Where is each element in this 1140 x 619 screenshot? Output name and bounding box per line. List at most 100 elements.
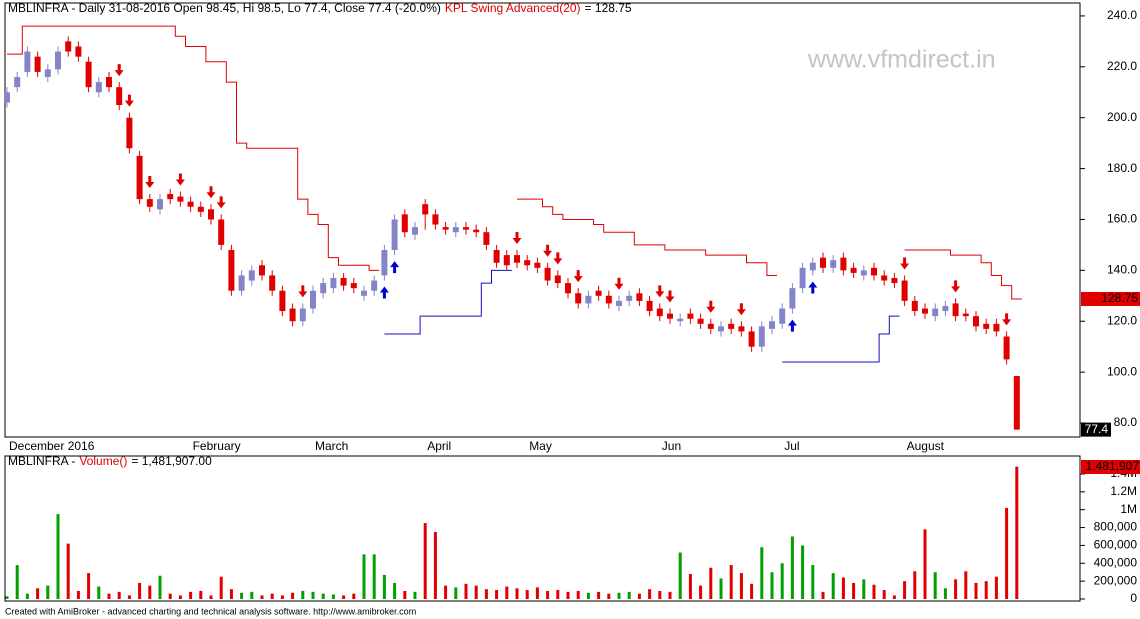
volume-bar	[719, 578, 723, 599]
volume-bar	[382, 574, 386, 599]
volume-bar	[199, 590, 203, 599]
volume-bar	[617, 592, 621, 599]
volume-title: MBLINFRA - Volume() = 1,481,907.00	[8, 454, 212, 468]
value-box-label: 77.4	[1085, 422, 1109, 436]
candle-body	[126, 117, 133, 149]
x-tick-label: April	[427, 439, 451, 453]
volume-bar	[342, 595, 346, 599]
x-tick-label: March	[315, 439, 348, 453]
buy-arrow	[390, 261, 400, 274]
x-tick-label: Jun	[662, 439, 681, 453]
volume-bar	[46, 585, 50, 599]
sell-arrow	[655, 285, 665, 298]
candle-body	[65, 41, 72, 52]
volume-bar	[678, 552, 682, 599]
volume-bar	[372, 554, 376, 599]
swing-line	[7, 25, 1022, 300]
value-box	[1081, 291, 1140, 306]
sell-arrow	[512, 232, 522, 245]
candle-body	[269, 275, 276, 291]
chart-title: MBLINFRA - Daily 31-08-2016 Open 98.45, …	[8, 1, 632, 15]
volume-bar	[362, 554, 366, 599]
candle-body	[340, 277, 347, 286]
y-tick-label: 220.0	[1107, 59, 1137, 73]
volume-bar	[658, 590, 662, 599]
candle-body	[146, 199, 153, 207]
candle-body	[259, 265, 265, 276]
sell-arrow	[573, 270, 583, 283]
candle-body	[779, 308, 786, 324]
sell-arrow	[216, 196, 226, 209]
candle-body	[401, 214, 408, 233]
volume-bar	[760, 547, 764, 599]
candle-body	[911, 300, 918, 312]
x-tick-label: May	[529, 439, 552, 453]
y-tick-label: 80.0	[1114, 415, 1138, 429]
value-box	[1081, 460, 1140, 474]
volume-bar	[250, 591, 254, 599]
candle-body	[881, 275, 888, 281]
volume-bar	[535, 587, 539, 599]
volume-bar	[576, 590, 580, 599]
candle-body	[565, 283, 571, 294]
candle-body	[187, 201, 194, 207]
volume-bar	[260, 595, 264, 599]
sell-arrow	[298, 285, 308, 298]
volume-bar	[403, 590, 407, 599]
volume-bar	[280, 595, 284, 599]
candle-body	[809, 262, 816, 271]
sell-arrow	[1002, 313, 1012, 326]
volume-bar	[189, 591, 193, 599]
candle-body	[228, 250, 235, 291]
candle-body	[799, 267, 806, 289]
candle-body	[432, 214, 439, 225]
sell-arrow	[145, 176, 155, 189]
sell-arrow	[706, 300, 716, 313]
volume-bar	[923, 529, 927, 599]
candle-body	[167, 194, 174, 200]
x-tick-label: December 2016	[9, 439, 95, 453]
y-tick-label: 120.0	[1107, 313, 1137, 327]
candle-body	[371, 280, 378, 291]
volume-bar	[668, 591, 672, 599]
candle-body	[493, 250, 500, 263]
x-tick-label: August	[907, 439, 945, 453]
volume-bar	[270, 593, 274, 599]
candle-body	[554, 275, 561, 284]
buy-arrow	[379, 286, 389, 299]
volume-bar	[913, 571, 917, 599]
candle-body	[381, 250, 388, 276]
volume-bar	[933, 572, 937, 599]
value-box-label: 1,481,907	[1086, 459, 1140, 473]
candle-body	[136, 155, 143, 200]
volume-bar	[15, 565, 19, 599]
candle-body	[157, 199, 163, 210]
indicator-name: Volume()	[79, 454, 127, 468]
candle-body	[667, 313, 673, 319]
volume-bar	[56, 514, 60, 599]
volume-bar	[107, 593, 111, 599]
candle-body	[769, 321, 775, 329]
candle-body	[616, 300, 622, 306]
volume-bar	[5, 596, 9, 599]
volume-bar	[127, 595, 131, 599]
volume-bar	[903, 581, 907, 599]
volume-bar	[546, 590, 550, 599]
volume-bar	[433, 532, 437, 599]
volume-bar	[525, 590, 529, 599]
volume-bar	[974, 582, 978, 599]
volume-bar	[66, 543, 70, 599]
candle-body	[1003, 336, 1010, 360]
volume-bar	[566, 591, 570, 599]
y-tick-label: 400,000	[1094, 555, 1138, 569]
y-tick-label: 140.0	[1107, 263, 1137, 277]
value-box	[1081, 422, 1111, 437]
candle-body	[789, 288, 796, 309]
candle-body	[962, 313, 969, 317]
title: MBLINFRA - Daily 31-08-2016 Open 98.45, …	[8, 1, 441, 15]
candle-body	[24, 51, 31, 72]
candle-body	[391, 219, 398, 251]
sell-arrow	[114, 64, 124, 77]
volume-bar	[688, 573, 692, 599]
